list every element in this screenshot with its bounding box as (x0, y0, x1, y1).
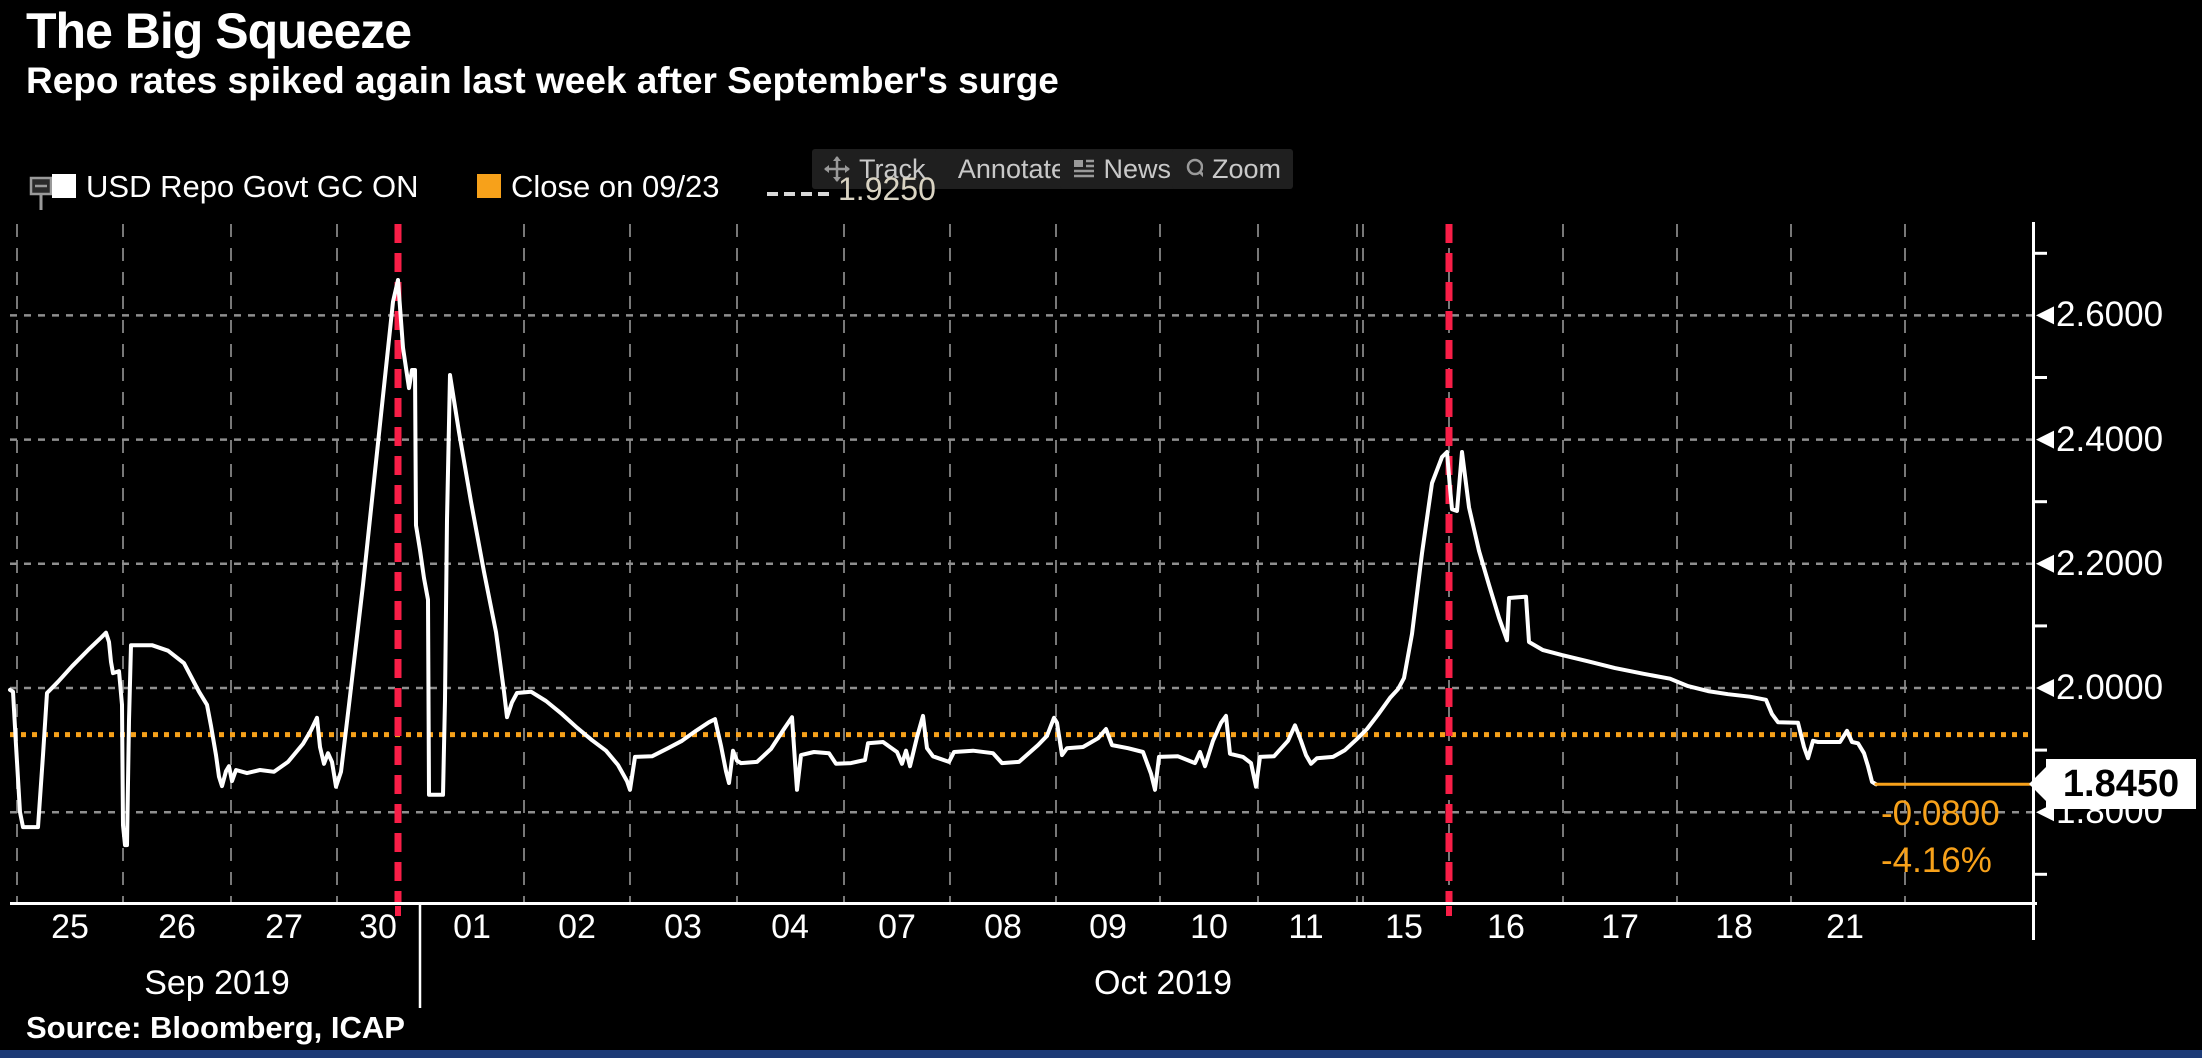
date-label-03: 03 (664, 908, 702, 946)
y-axis-tick-arrow (2036, 679, 2054, 697)
annotate-button-label: Annotate (957, 153, 1066, 184)
series1-swatch[interactable] (52, 174, 76, 198)
pin-icon[interactable] (28, 176, 54, 212)
date-label-15: 15 (1385, 908, 1423, 946)
y-axis-tick-arrow (2036, 306, 2054, 325)
date-label-17: 17 (1601, 908, 1639, 946)
y-axis-line (2032, 222, 2035, 940)
close-line-dash-sample (767, 192, 831, 196)
y-axis-tick-arrow (2036, 554, 2054, 573)
news-list-icon (1074, 159, 1095, 178)
news-button[interactable]: News (1060, 149, 1183, 189)
date-label-10: 10 (1190, 908, 1228, 946)
date-label-26: 26 (158, 908, 196, 946)
magnifier-icon (1186, 158, 1203, 178)
series1-label[interactable]: USD Repo Govt GC ON (86, 169, 419, 204)
annotate-button[interactable]: Annotate (935, 149, 1078, 189)
zoom-button[interactable]: Zoom (1172, 149, 1293, 189)
date-label-01: 01 (453, 908, 491, 946)
crosshair-icon (824, 156, 850, 182)
bottom-border-strip (0, 1050, 2202, 1058)
date-label-07: 07 (878, 908, 916, 946)
pencil-icon (947, 156, 949, 182)
y-axis-label-2.2000: 2.2000 (2056, 543, 2164, 583)
y-axis-label-2.0000: 2.0000 (2056, 668, 2164, 707)
y-axis-label-2.4000: 2.4000 (2056, 419, 2164, 459)
source-attribution: Source: Bloomberg, ICAP (26, 1010, 405, 1045)
date-label-11: 11 (1288, 908, 1324, 946)
date-label-21: 21 (1826, 908, 1864, 946)
page-title: The Big Squeeze (26, 3, 412, 59)
date-label-04: 04 (771, 908, 809, 946)
date-label-09: 09 (1089, 908, 1127, 946)
close-line-value: 1.9250 (838, 171, 936, 207)
series-line-usd-repo-govt-gc-on (8, 278, 1878, 848)
track-button-label: Track (859, 153, 926, 184)
date-label-18: 18 (1715, 908, 1753, 946)
news-button-label: News (1103, 153, 1171, 184)
series2-label[interactable]: Close on 09/23 (511, 169, 720, 204)
chart-legend: USD Repo Govt GC ON Close on 09/23 1.925… (0, 160, 2202, 212)
series2-swatch[interactable] (477, 174, 501, 198)
date-label-08: 08 (984, 908, 1022, 946)
date-label-25: 25 (51, 908, 89, 946)
zoom-button-label: Zoom (1211, 153, 1281, 184)
pct-change-label: -4.16% (1881, 841, 1992, 880)
month-label-sep-2019: Sep 2019 (144, 964, 290, 1002)
date-label-30: 30 (359, 908, 397, 946)
track-button[interactable]: Track (812, 149, 947, 189)
y-axis-label-2.6000: 2.6000 (2056, 295, 2164, 335)
x-axis-line (10, 902, 2037, 905)
date-label-27: 27 (265, 908, 303, 946)
net-change-label: -0.0800 (1881, 794, 2000, 833)
y-axis-tick-arrow (2036, 430, 2054, 449)
last-price-badge: 1.8450 (2029, 759, 2196, 810)
month-label-oct-2019: Oct 2019 (1094, 964, 1232, 1002)
date-label-02: 02 (558, 908, 596, 946)
last-price-value: 1.8450 (2062, 762, 2180, 805)
page-subtitle: Repo rates spiked again last week after … (26, 60, 1059, 101)
date-label-16: 16 (1487, 908, 1525, 946)
